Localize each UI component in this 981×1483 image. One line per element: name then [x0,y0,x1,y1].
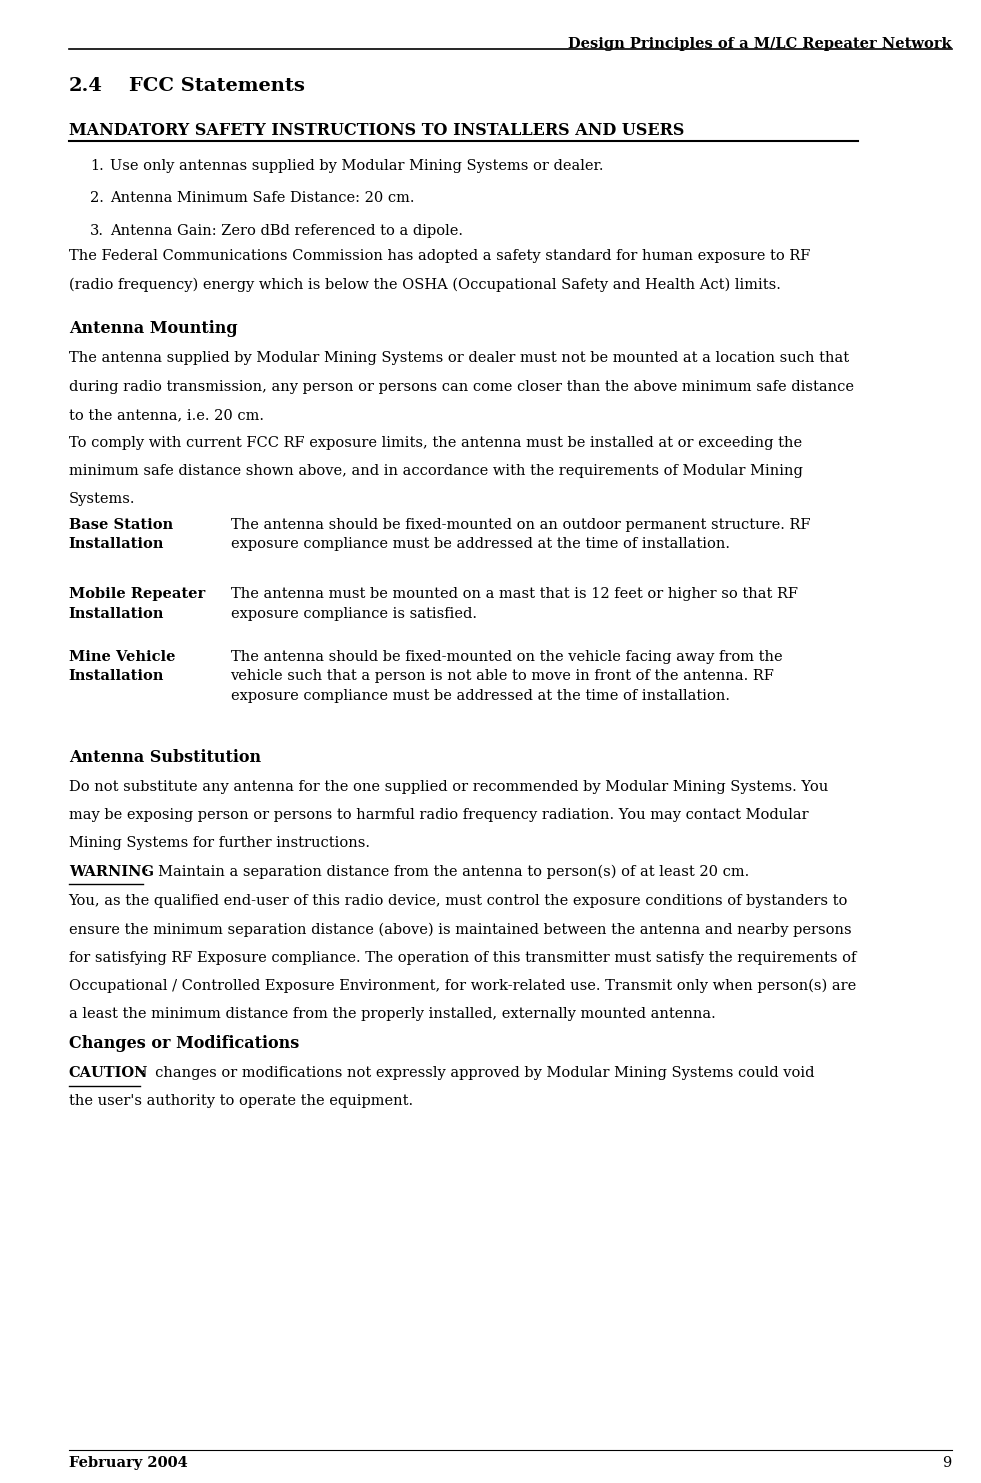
Text: to the antenna, i.e. 20 cm.: to the antenna, i.e. 20 cm. [69,408,264,421]
Text: The Federal Communications Commission has adopted a safety standard for human ex: The Federal Communications Commission ha… [69,249,810,262]
Text: You, as the qualified end-user of this radio device, must control the exposure c: You, as the qualified end-user of this r… [69,894,848,908]
Text: Do not substitute any antenna for the one supplied or recommended by Modular Min: Do not substitute any antenna for the on… [69,780,828,793]
Text: The antenna must be mounted on a mast that is 12 feet or higher so that RF
expos: The antenna must be mounted on a mast th… [231,587,798,621]
Text: Mobile Repeater
Installation: Mobile Repeater Installation [69,587,205,621]
Text: minimum safe distance shown above, and in accordance with the requirements of Mo: minimum safe distance shown above, and i… [69,464,802,478]
Text: Design Principles of a M/LC Repeater Network: Design Principles of a M/LC Repeater Net… [568,37,952,50]
Text: Mining Systems for further instructions.: Mining Systems for further instructions. [69,836,370,850]
Text: February 2004: February 2004 [69,1456,187,1470]
Text: ensure the minimum separation distance (above) is maintained between the antenna: ensure the minimum separation distance (… [69,922,852,937]
Text: WARNING: WARNING [69,865,154,878]
Text: To comply with current FCC RF exposure limits, the antenna must be installed at : To comply with current FCC RF exposure l… [69,436,801,449]
Text: 2.: 2. [90,191,104,205]
Text: Base Station
Installation: Base Station Installation [69,518,173,552]
Text: Occupational / Controlled Exposure Environment, for work-related use. Transmit o: Occupational / Controlled Exposure Envir… [69,979,855,994]
Text: The antenna should be fixed-mounted on the vehicle facing away from the
vehicle : The antenna should be fixed-mounted on t… [231,650,782,703]
Text: 2.4: 2.4 [69,77,103,95]
Text: Systems.: Systems. [69,492,135,506]
Text: Antenna Substitution: Antenna Substitution [69,749,261,765]
Text: Mine Vehicle
Installation: Mine Vehicle Installation [69,650,176,684]
Text: Antenna Mounting: Antenna Mounting [69,320,237,337]
Text: may be exposing person or persons to harmful radio frequency radiation. You may : may be exposing person or persons to har… [69,808,808,822]
Text: CAUTION: CAUTION [69,1066,148,1080]
Text: during radio transmission, any person or persons can come closer than the above : during radio transmission, any person or… [69,380,853,393]
Text: :  changes or modifications not expressly approved by Modular Mining Systems cou: : changes or modifications not expressly… [141,1066,815,1080]
Text: Changes or Modifications: Changes or Modifications [69,1035,299,1051]
Text: :  Maintain a separation distance from the antenna to person(s) of at least 20 c: : Maintain a separation distance from th… [144,865,749,879]
Text: MANDATORY SAFETY INSTRUCTIONS TO INSTALLERS AND USERS: MANDATORY SAFETY INSTRUCTIONS TO INSTALL… [69,122,684,138]
Text: FCC Statements: FCC Statements [129,77,305,95]
Text: 9: 9 [943,1456,952,1470]
Text: The antenna supplied by Modular Mining Systems or dealer must not be mounted at : The antenna supplied by Modular Mining S… [69,351,849,365]
Text: for satisfying RF Exposure compliance. The operation of this transmitter must sa: for satisfying RF Exposure compliance. T… [69,951,856,964]
Text: Antenna Gain: Zero dBd referenced to a dipole.: Antenna Gain: Zero dBd referenced to a d… [110,224,463,237]
Text: Antenna Minimum Safe Distance: 20 cm.: Antenna Minimum Safe Distance: 20 cm. [110,191,414,205]
Text: Use only antennas supplied by Modular Mining Systems or dealer.: Use only antennas supplied by Modular Mi… [110,159,603,172]
Text: a least the minimum distance from the properly installed, externally mounted ant: a least the minimum distance from the pr… [69,1007,715,1020]
Text: 3.: 3. [90,224,104,237]
Text: the user's authority to operate the equipment.: the user's authority to operate the equi… [69,1094,413,1108]
Text: (radio frequency) energy which is below the OSHA (Occupational Safety and Health: (radio frequency) energy which is below … [69,277,781,292]
Text: 1.: 1. [90,159,104,172]
Text: The antenna should be fixed-mounted on an outdoor permanent structure. RF
exposu: The antenna should be fixed-mounted on a… [231,518,810,552]
